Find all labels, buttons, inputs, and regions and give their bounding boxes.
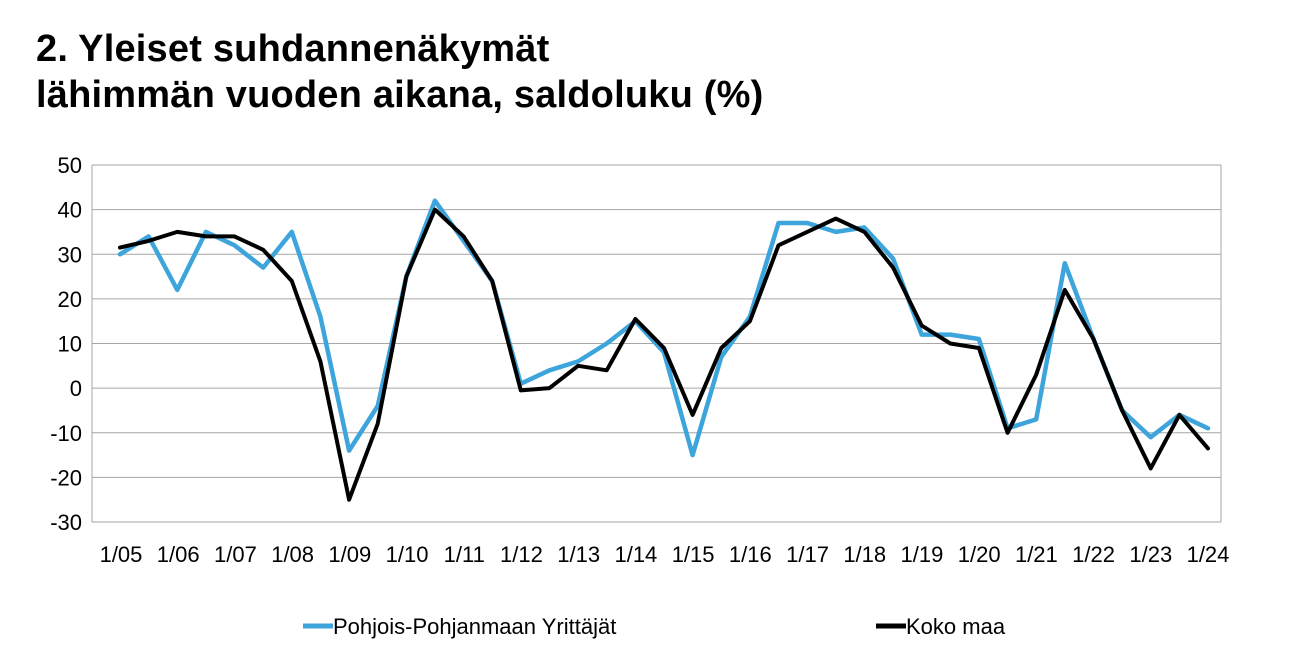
x-tick-label: 1/16: [729, 542, 772, 567]
chart-title-line-1: 2. Yleiset suhdannenäkymät: [36, 28, 550, 70]
chart-title: 2. Yleiset suhdannenäkymät lähimmän vuod…: [36, 26, 763, 118]
y-tick-label: 0: [70, 376, 82, 401]
gridlines: [92, 164, 1221, 523]
legend-label: Koko maa: [906, 614, 1006, 639]
x-tick-label: 1/07: [214, 542, 257, 567]
legend-item-pohjois-pohjanmaa: Pohjois-Pohjanmaan Yrittäjät: [303, 614, 616, 639]
y-tick-label: -10: [50, 421, 82, 446]
data-points: [119, 200, 1209, 500]
y-tick-label: 20: [58, 287, 82, 312]
x-tick-label: 1/22: [1072, 542, 1115, 567]
x-tick-label: 1/18: [843, 542, 886, 567]
x-tick-label: 1/21: [1015, 542, 1058, 567]
y-tick-label: 40: [58, 198, 82, 223]
y-tick-label: 50: [58, 153, 82, 178]
x-tick-label: 1/23: [1129, 542, 1172, 567]
x-tick-label: 1/05: [100, 542, 143, 567]
legend: Pohjois-Pohjanmaan Yrittäjät Koko maa: [303, 614, 1006, 639]
series-line-pohjois-pohjanmaa: [117, 198, 1211, 458]
chart-title-line-2: lähimmän vuoden aikana, saldoluku (%): [36, 74, 764, 116]
axes: [91, 165, 1222, 522]
y-tick-label: -30: [50, 510, 82, 535]
y-tick-label: 10: [58, 332, 82, 357]
x-tick-label: 1/09: [328, 542, 371, 567]
x-tick-label: 1/11: [444, 542, 485, 567]
y-tick-label: -20: [50, 465, 82, 490]
x-tick-label: 1/06: [157, 542, 200, 567]
x-tick-label: 1/08: [271, 542, 314, 567]
x-tick-label: 1/20: [958, 542, 1001, 567]
y-axis-tick-labels: 50 40 30 20 10 0 -10 -20 -30: [50, 153, 82, 535]
x-tick-label: 1/12: [500, 542, 543, 567]
x-tick-label: 1/17: [786, 542, 829, 567]
legend-label: Pohjois-Pohjanmaan Yrittäjät: [333, 614, 616, 639]
x-tick-label: 1/13: [557, 542, 600, 567]
x-tick-label: 1/19: [901, 542, 944, 567]
y-tick-label: 30: [58, 242, 82, 267]
x-axis-tick-labels: 1/05 1/06 1/07 1/08 1/09 1/10 1/11 1/12 1/13 1/14…: [100, 542, 1230, 567]
legend-item-koko-maa: Koko maa: [876, 614, 1006, 639]
x-tick-label: 1/10: [386, 542, 429, 567]
x-tick-label: 1/14: [614, 542, 657, 567]
series-lines: [117, 198, 1211, 502]
x-tick-label: 1/24: [1187, 542, 1230, 567]
x-tick-label: 1/15: [672, 542, 715, 567]
